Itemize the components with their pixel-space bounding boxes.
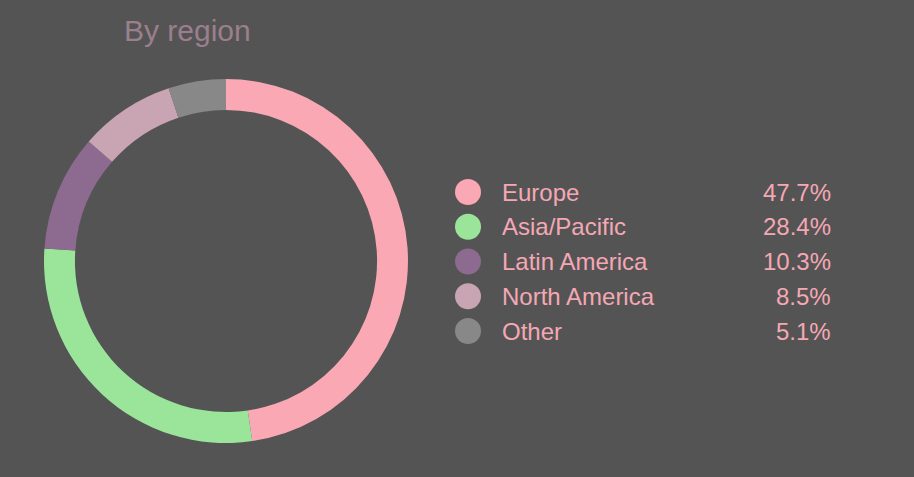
svg-text:Europe: Europe (502, 179, 579, 206)
svg-text:Asia/Pacific: Asia/Pacific (502, 213, 626, 240)
svg-text:28.4%: 28.4% (763, 213, 831, 240)
svg-text:10.3%: 10.3% (763, 248, 831, 275)
svg-text:Other: Other (502, 318, 562, 345)
svg-text:By region: By region (124, 14, 251, 47)
svg-text:North America: North America (502, 283, 655, 310)
svg-text:5.1%: 5.1% (776, 318, 831, 345)
svg-text:Latin America: Latin America (502, 248, 648, 275)
svg-text:8.5%: 8.5% (776, 283, 831, 310)
svg-text:47.7%: 47.7% (763, 179, 831, 206)
